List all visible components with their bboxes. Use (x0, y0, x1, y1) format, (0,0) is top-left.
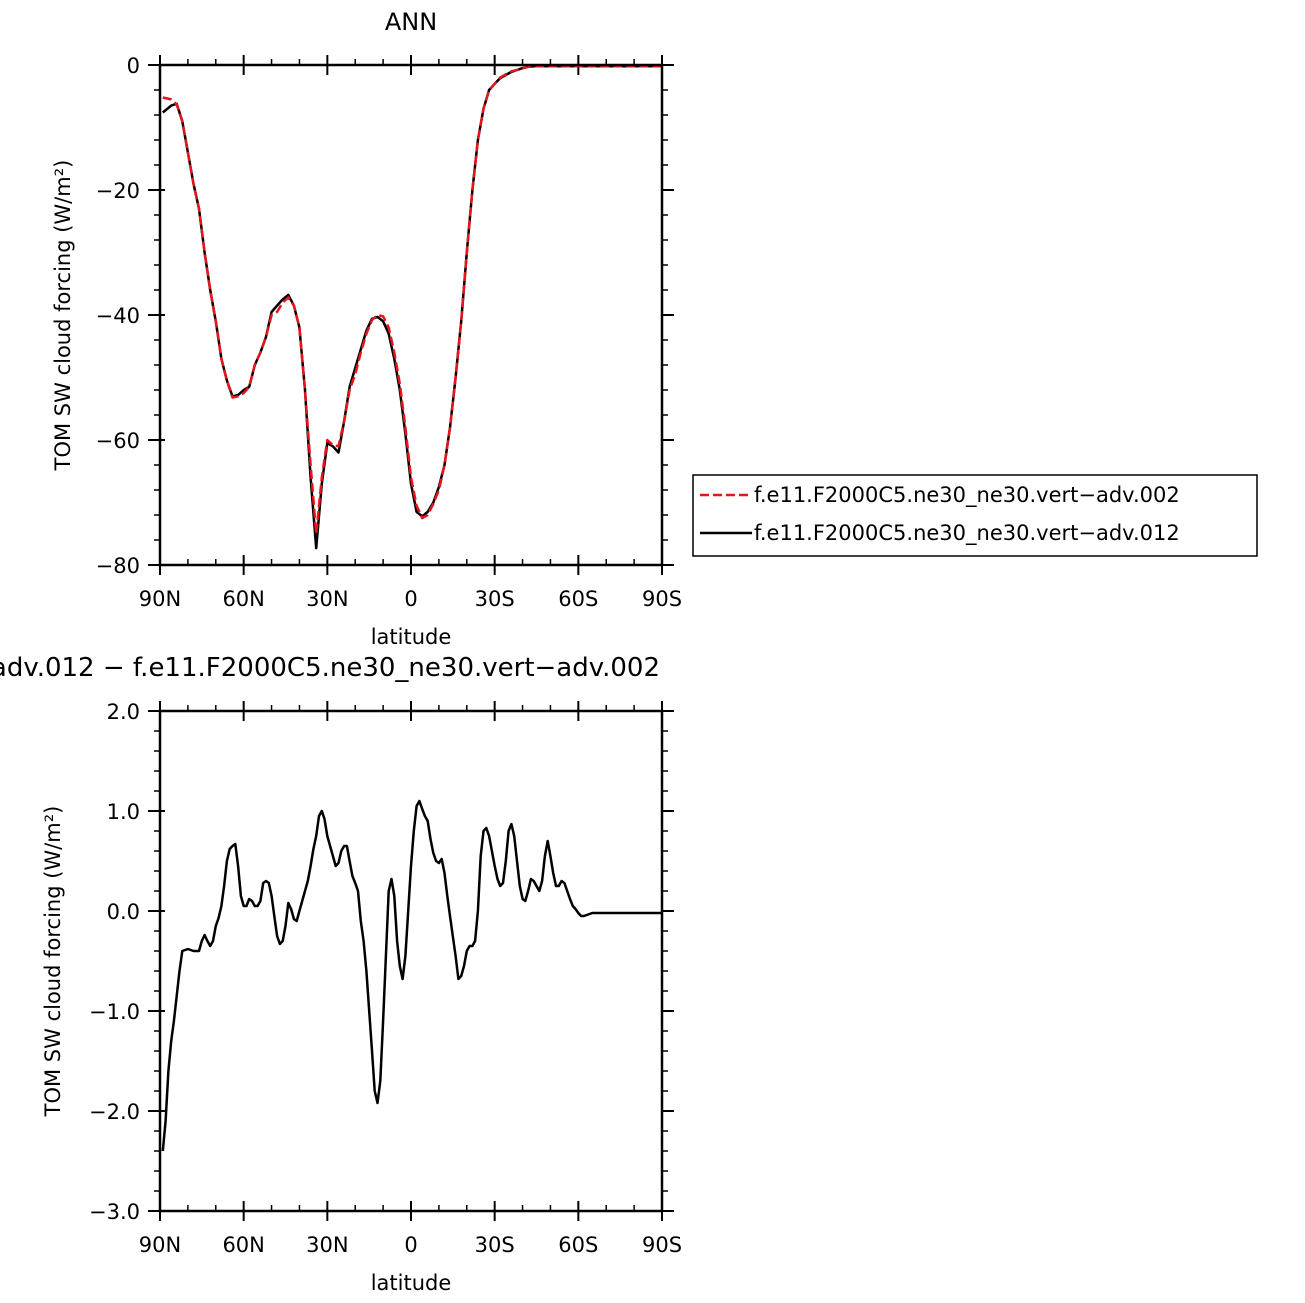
bottom-y-tick-label: −2.0 (89, 1100, 140, 1124)
bottom-x-tick-label: 60S (558, 1233, 598, 1257)
bottom-plot-frame (158, 709, 664, 1213)
bottom-y-tick-label: 0.0 (107, 900, 140, 924)
top-x-tick-label: 30S (475, 587, 515, 611)
legend-label-002: f.e11.F2000C5.ne30_ne30.vert−adv.002 (754, 483, 1180, 508)
top-y-tick-label: −20 (96, 179, 140, 203)
top-chart: ANN 90N 60N 30N 0 30S 60S 90S 0 −20 −40 −60 −80 la… (51, 8, 1258, 649)
bottom-x-tick-label: 30S (475, 1233, 515, 1257)
top-x-tick-label: 60N (222, 587, 264, 611)
top-y-tick-label: −80 (96, 554, 140, 578)
top-y-tick-label: 0 (127, 54, 140, 78)
legend-label-012: f.e11.F2000C5.ne30_ne30.vert−adv.012 (754, 521, 1180, 546)
bottom-x-axis-label: latitude (371, 1271, 452, 1295)
bottom-chart: f.e11.F2000C5.ne30_ne30.vert−adv.012 − f… (0, 653, 682, 1295)
bottom-x-tick-label: 30N (306, 1233, 348, 1257)
top-y-tick-labels: 0 −20 −40 −60 −80 (96, 54, 140, 578)
bottom-x-tick-label: 60N (222, 1233, 264, 1257)
bottom-y-tick-label: 2.0 (107, 700, 140, 724)
top-x-tick-label: 90S (642, 587, 682, 611)
bottom-series-group (161, 799, 662, 1152)
top-x-tick-label: 0 (404, 587, 417, 611)
legend: f.e11.F2000C5.ne30_ne30.vert−adv.002 f.e… (692, 474, 1258, 557)
bottom-y-tick-label: −3.0 (89, 1200, 140, 1224)
top-x-tick-label: 90N (139, 587, 181, 611)
top-y-axis-label: TOM SW cloud forcing (W/m²) (51, 160, 75, 472)
top-series-line (162, 65, 662, 550)
bottom-x-tick-labels: 90N 60N 30N 0 30S 60S 90S (139, 1233, 682, 1257)
bottom-chart-title: f.e11.F2000C5.ne30_ne30.vert−adv.012 − f… (0, 653, 660, 683)
bottom-y-axis-label: TOM SW cloud forcing (W/m²) (41, 806, 65, 1118)
top-series-line-dashed (162, 65, 662, 536)
top-x-tick-labels: 90N 60N 30N 0 30S 60S 90S (139, 587, 682, 611)
bottom-y-tick-labels: 2.0 1.0 0.0 −1.0 −2.0 −3.0 (89, 700, 140, 1224)
bottom-axis-ticks (148, 701, 674, 1221)
bottom-y-tick-label: −1.0 (89, 1000, 140, 1024)
top-y-tick-label: −40 (96, 304, 140, 328)
bottom-x-tick-label: 0 (404, 1233, 417, 1257)
bottom-x-tick-label: 90S (642, 1233, 682, 1257)
top-plot-frame (158, 63, 664, 567)
legend-box (692, 474, 1258, 557)
top-axis-ticks (148, 55, 674, 575)
bottom-y-tick-label: 1.0 (107, 800, 140, 824)
bottom-x-tick-label: 90N (139, 1233, 181, 1257)
top-x-tick-label: 30N (306, 587, 348, 611)
top-chart-title: ANN (385, 8, 437, 36)
top-series-group (162, 65, 662, 550)
bottom-series-line (161, 799, 662, 1152)
top-x-tick-label: 60S (558, 587, 598, 611)
top-y-tick-label: −60 (96, 429, 140, 453)
top-x-axis-label: latitude (371, 625, 452, 649)
